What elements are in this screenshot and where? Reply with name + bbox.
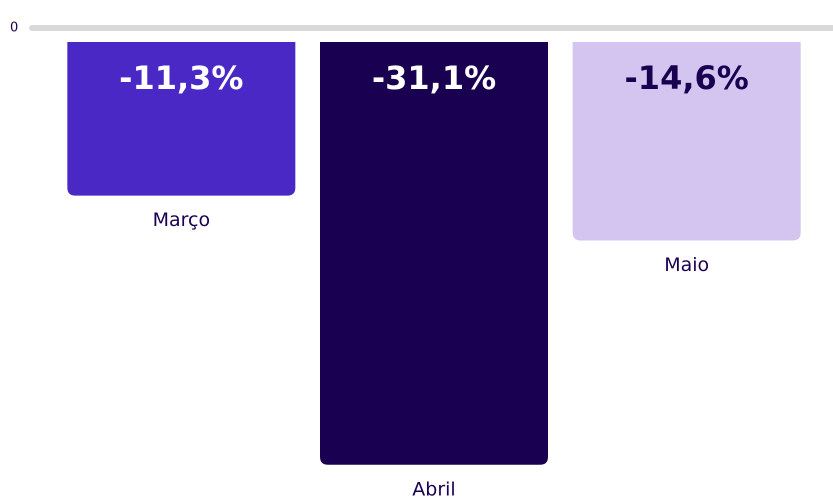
category-label: Abril — [412, 478, 455, 499]
y-tick-label: 0 — [10, 21, 18, 36]
value-label: -31,1% — [372, 59, 496, 97]
bar — [572, 42, 801, 241]
value-label: -11,3% — [119, 59, 243, 97]
category-label: Março — [153, 209, 211, 231]
bar — [320, 42, 548, 465]
category-label: Maio — [664, 254, 709, 276]
bar — [67, 42, 296, 196]
value-label: -14,6% — [625, 59, 749, 97]
